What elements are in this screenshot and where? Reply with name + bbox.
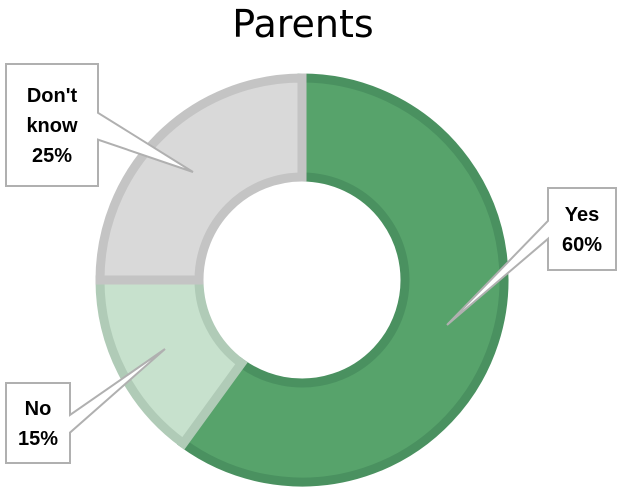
slice-label-no-line-0: No: [25, 398, 52, 420]
slice-don-t-know: [95, 73, 307, 285]
slice-label-don-t-know-line-2: 25%: [32, 145, 72, 167]
slice-label-don-t-know-line-1: know: [26, 115, 78, 137]
slice-label-no-line-1: 15%: [18, 428, 58, 450]
slice-label-yes-line-1: 60%: [562, 234, 602, 256]
slice-yes: [176, 73, 509, 487]
slices: [95, 73, 509, 487]
callout-yes: Yes 60%: [446, 187, 617, 326]
callout-box: [5, 348, 166, 464]
slice-label-don-t-know-line-0: Don't: [27, 85, 78, 107]
callout-don-t-know: Don't know 25%: [5, 63, 194, 187]
callout-no: No 15%: [5, 348, 166, 464]
slice-no: [95, 275, 248, 450]
callout-box: [446, 187, 617, 326]
callouts: Yes 60% No 15% Don't know 25%: [5, 63, 617, 464]
callout-box: [5, 63, 194, 187]
chart-title: Parents: [232, 2, 373, 46]
slice-label-yes-line-0: Yes: [565, 204, 599, 226]
